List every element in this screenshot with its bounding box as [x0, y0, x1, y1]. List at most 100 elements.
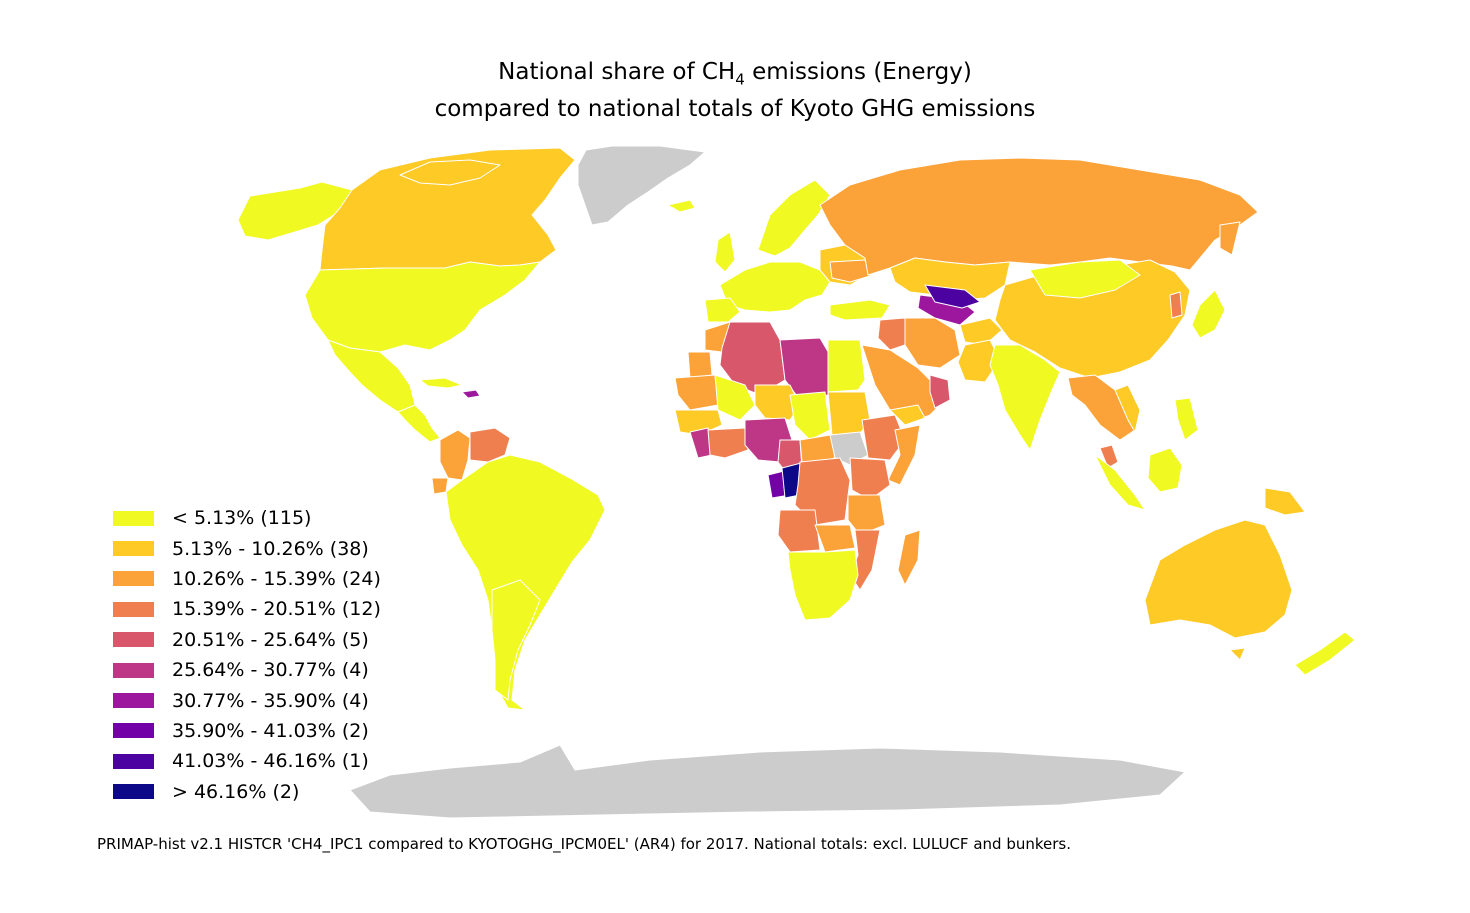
region-malaysia: [1099, 444, 1119, 469]
legend-label: 5.13% - 10.26% (38): [172, 537, 369, 560]
region-mali: [714, 374, 756, 421]
region-japan: [1191, 289, 1226, 339]
legend-swatch: [113, 662, 154, 678]
legend: < 5.13% (115) 5.13% - 10.26% (38) 10.26% -…: [113, 503, 381, 807]
region-sumatra: [1094, 454, 1146, 511]
region-alaska: [237, 181, 353, 241]
region-mexico: [327, 339, 416, 413]
region-pakistan: [957, 339, 1001, 383]
legend-swatch: [113, 784, 154, 800]
region-greenland: [577, 145, 706, 226]
title-line-1: National share of CH4 emissions (Energy): [0, 58, 1470, 95]
region-venezuela: [469, 427, 511, 463]
region-korea: [1169, 291, 1183, 319]
region-zambia: [814, 524, 856, 553]
region-ukraine: [829, 259, 871, 283]
legend-label: 25.64% - 30.77% (4): [172, 659, 369, 682]
region-south-america: [445, 454, 606, 711]
legend-item: 15.39% - 20.51% (12): [113, 594, 381, 624]
legend-label: 10.26% - 15.39% (24): [172, 567, 381, 590]
legend-swatch: [113, 541, 154, 557]
legend-item: 5.13% - 10.26% (38): [113, 533, 381, 563]
title-line-1-pre: National share of CH: [498, 59, 736, 85]
region-uzbekistan: [924, 284, 981, 309]
region-vietnam: [1114, 384, 1141, 433]
region-russia: [819, 157, 1259, 276]
legend-label: 41.03% - 46.16% (1): [172, 750, 369, 773]
region-yemen: [889, 404, 926, 426]
region-iran: [904, 317, 961, 369]
region-new-zealand: [1294, 631, 1356, 676]
region-india: [989, 344, 1061, 451]
legend-swatch: [113, 571, 154, 587]
region-iberia: [704, 297, 741, 323]
region-afghanistan: [959, 317, 1003, 346]
region-argentina: [491, 579, 541, 701]
region-antarctica: [349, 744, 1186, 819]
source-footnote: PRIMAP-hist v2.1 HISTCR 'CH4_IPC1 compar…: [97, 835, 1071, 853]
region-somalia: [887, 424, 921, 486]
region-colombia: [439, 429, 471, 481]
region-usa: [304, 261, 541, 353]
region-angola: [777, 509, 821, 553]
region-uganda-kenya: [849, 457, 891, 501]
region-mauritania: [674, 374, 719, 411]
region-sudan: [827, 391, 871, 441]
region-uk: [714, 231, 736, 273]
region-iraq: [877, 317, 906, 351]
region-egypt: [827, 339, 866, 393]
region-borneo: [1147, 447, 1183, 493]
region-turkey: [829, 299, 891, 321]
legend-label: 30.77% - 35.90% (4): [172, 689, 369, 712]
region-southern-africa: [787, 549, 859, 621]
legend-label: 35.90% - 41.03% (2): [172, 719, 369, 742]
legend-swatch: [113, 693, 154, 709]
legend-label: 20.51% - 25.64% (5): [172, 628, 369, 651]
region-hispaniola: [461, 389, 481, 399]
legend-swatch: [113, 723, 154, 739]
chart-title: National share of CH4 emissions (Energy)…: [0, 58, 1470, 124]
legend-label: < 5.13% (115): [172, 507, 312, 530]
region-western-sahara: [687, 351, 713, 379]
region-tanzania: [847, 494, 886, 536]
region-kamchatka: [1219, 221, 1241, 256]
region-drc: [794, 457, 851, 526]
region-indochina: [1067, 374, 1136, 441]
region-mongolia: [1029, 259, 1141, 299]
region-png: [1264, 487, 1306, 516]
region-chad: [789, 391, 831, 441]
legend-item: 25.64% - 30.77% (4): [113, 655, 381, 685]
legend-item: > 46.16% (2): [113, 777, 381, 807]
region-oman: [929, 374, 951, 409]
region-canada-islands: [399, 159, 501, 186]
region-niger: [754, 384, 801, 421]
region-ecuador: [431, 477, 449, 495]
region-tasmania: [1229, 647, 1246, 661]
region-scandinavia: [757, 179, 831, 257]
region-western-europe: [719, 261, 831, 313]
region-kazakhstan: [889, 257, 1011, 301]
legend-swatch: [113, 510, 154, 526]
legend-label: 15.39% - 20.51% (12): [172, 598, 381, 621]
legend-item: < 5.13% (115): [113, 503, 381, 533]
legend-label: > 46.16% (2): [172, 780, 300, 803]
legend-item: 10.26% - 15.39% (24): [113, 564, 381, 594]
region-arabia: [861, 344, 946, 426]
legend-item: 30.77% - 35.90% (4): [113, 685, 381, 715]
legend-swatch: [113, 753, 154, 769]
region-iceland: [667, 199, 696, 213]
title-line-1-post: emissions (Energy): [744, 59, 972, 85]
region-ethiopia: [861, 414, 906, 461]
legend-swatch: [113, 601, 154, 617]
region-madagascar: [897, 529, 921, 586]
region-philippines: [1174, 397, 1199, 441]
legend-item: 41.03% - 46.16% (1): [113, 746, 381, 776]
region-central-america: [397, 404, 441, 443]
legend-item: 35.90% - 41.03% (2): [113, 716, 381, 746]
region-ivory-ghana: [707, 427, 749, 459]
legend-swatch: [113, 632, 154, 648]
legend-item: 20.51% - 25.64% (5): [113, 625, 381, 655]
title-subscript: 4: [735, 70, 745, 89]
region-cuba: [419, 377, 463, 389]
